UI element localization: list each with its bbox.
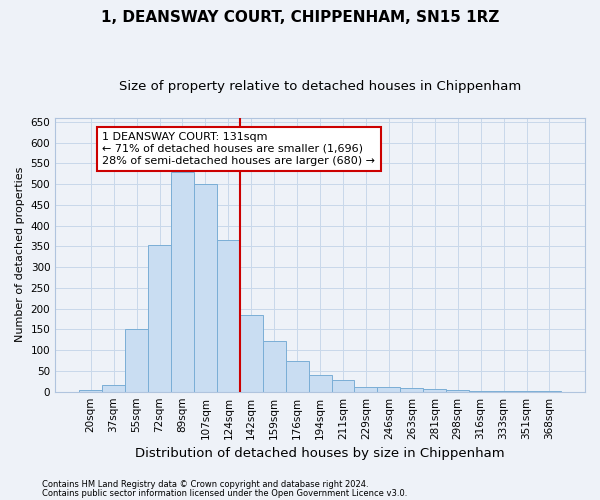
Bar xyxy=(355,386,377,392)
Bar xyxy=(125,330,148,392)
Bar xyxy=(263,340,286,392)
Text: Contains public sector information licensed under the Open Government Licence v3: Contains public sector information licen… xyxy=(42,488,407,498)
Bar xyxy=(194,184,217,392)
Bar xyxy=(308,375,332,392)
Bar xyxy=(286,360,308,392)
Text: 1 DEANSWAY COURT: 131sqm
← 71% of detached houses are smaller (1,696)
28% of sem: 1 DEANSWAY COURT: 131sqm ← 71% of detach… xyxy=(102,132,375,166)
Y-axis label: Number of detached properties: Number of detached properties xyxy=(15,167,25,342)
Title: Size of property relative to detached houses in Chippenham: Size of property relative to detached ho… xyxy=(119,80,521,93)
Bar xyxy=(171,172,194,392)
Bar xyxy=(102,386,125,392)
Bar xyxy=(79,390,102,392)
Text: Contains HM Land Registry data © Crown copyright and database right 2024.: Contains HM Land Registry data © Crown c… xyxy=(42,480,368,489)
Bar xyxy=(148,245,171,392)
Bar xyxy=(217,240,240,392)
Bar xyxy=(469,391,492,392)
X-axis label: Distribution of detached houses by size in Chippenham: Distribution of detached houses by size … xyxy=(135,447,505,460)
Text: 1, DEANSWAY COURT, CHIPPENHAM, SN15 1RZ: 1, DEANSWAY COURT, CHIPPENHAM, SN15 1RZ xyxy=(101,10,499,25)
Bar xyxy=(423,389,446,392)
Bar xyxy=(240,315,263,392)
Bar xyxy=(377,386,400,392)
Bar xyxy=(446,390,469,392)
Bar xyxy=(332,380,355,392)
Bar xyxy=(400,388,423,392)
